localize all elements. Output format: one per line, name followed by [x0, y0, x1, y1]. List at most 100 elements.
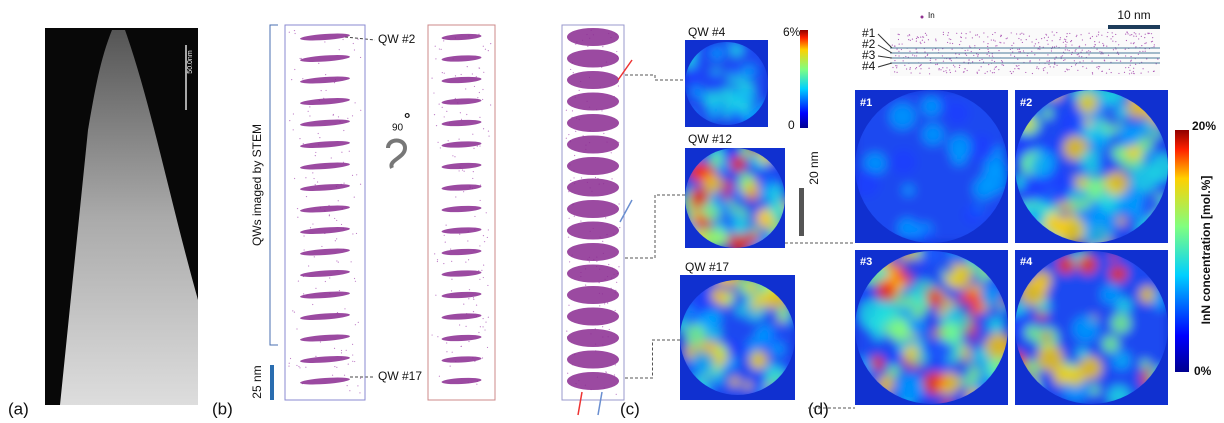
dot	[894, 60, 896, 62]
dot	[460, 345, 462, 348]
dot	[328, 204, 330, 207]
dot	[949, 71, 951, 74]
dot	[1077, 69, 1079, 71]
dot	[618, 266, 620, 268]
colorbar-max: 6%	[783, 25, 801, 39]
layer-label: #2	[862, 37, 876, 51]
dot	[325, 89, 327, 92]
dot	[1070, 40, 1073, 42]
dot	[433, 92, 435, 94]
dot	[1018, 48, 1021, 50]
dot	[337, 261, 339, 263]
blob	[921, 123, 945, 146]
blob	[690, 85, 701, 97]
dot	[435, 58, 437, 60]
dot	[955, 53, 957, 55]
dot	[1020, 39, 1022, 41]
dot	[1115, 33, 1117, 36]
dot	[993, 71, 995, 74]
dot	[1050, 50, 1053, 52]
dot	[949, 69, 951, 71]
dot	[1142, 50, 1144, 52]
dot	[437, 141, 439, 143]
colorbar	[1175, 130, 1189, 372]
dot	[472, 171, 474, 173]
dot	[977, 54, 979, 56]
reconstruction-box	[284, 24, 366, 401]
dot	[954, 70, 957, 72]
dot	[999, 41, 1001, 43]
dot	[901, 43, 903, 45]
dot	[359, 392, 361, 394]
blob	[710, 287, 727, 304]
dot	[938, 69, 940, 71]
dot	[938, 67, 940, 70]
arrow	[597, 391, 603, 416]
blob	[858, 299, 889, 330]
blob	[876, 280, 898, 302]
dot	[588, 261, 590, 263]
dot	[1039, 45, 1041, 48]
dot	[292, 310, 294, 312]
blob	[963, 333, 975, 345]
connector	[625, 194, 685, 259]
dot	[313, 177, 315, 180]
dot	[479, 199, 481, 202]
blob	[746, 305, 755, 314]
scale-label: 50.0nm	[187, 50, 194, 74]
colorbar-title: InN concentration [mol.%]	[1199, 176, 1213, 325]
quantum-well	[567, 200, 619, 218]
blob	[898, 305, 913, 321]
dot	[1038, 59, 1041, 61]
layer-leader	[877, 33, 893, 49]
dot	[1133, 32, 1135, 34]
blob	[942, 297, 955, 310]
dot	[935, 48, 937, 50]
dot	[942, 31, 944, 33]
dot	[1082, 60, 1084, 62]
blob	[1057, 256, 1076, 275]
dot	[343, 374, 346, 376]
dot	[482, 276, 484, 279]
dot	[1065, 39, 1067, 41]
quantum-well	[567, 71, 619, 89]
dot	[459, 112, 461, 114]
dot	[1112, 49, 1115, 51]
profile-strip	[890, 28, 1160, 76]
dot	[438, 103, 440, 105]
blob	[739, 343, 751, 355]
dot	[919, 72, 921, 74]
dot	[446, 342, 448, 344]
dot	[312, 303, 314, 306]
dot	[1093, 46, 1095, 48]
dot	[922, 36, 925, 38]
dot	[1046, 72, 1048, 74]
quantum-well	[441, 270, 482, 277]
dot	[927, 53, 929, 55]
dot	[459, 233, 461, 235]
blob	[902, 257, 923, 278]
dot	[352, 354, 354, 356]
blob	[741, 64, 756, 79]
dot	[1053, 34, 1055, 36]
dot	[1150, 41, 1153, 43]
dot	[337, 200, 339, 202]
dot	[909, 50, 911, 52]
dot	[578, 89, 580, 92]
dot	[1097, 34, 1100, 36]
blob	[1097, 155, 1111, 169]
dot	[1069, 32, 1071, 35]
dot	[307, 110, 309, 112]
dot	[996, 45, 998, 47]
dot	[296, 364, 298, 367]
dot	[443, 234, 445, 236]
dot	[446, 110, 448, 113]
blob	[732, 220, 748, 236]
dot	[289, 120, 291, 122]
dot	[969, 31, 971, 33]
dot	[919, 41, 921, 43]
dot	[478, 331, 480, 334]
dot	[568, 304, 570, 306]
dot	[935, 38, 937, 40]
dot	[982, 61, 985, 63]
